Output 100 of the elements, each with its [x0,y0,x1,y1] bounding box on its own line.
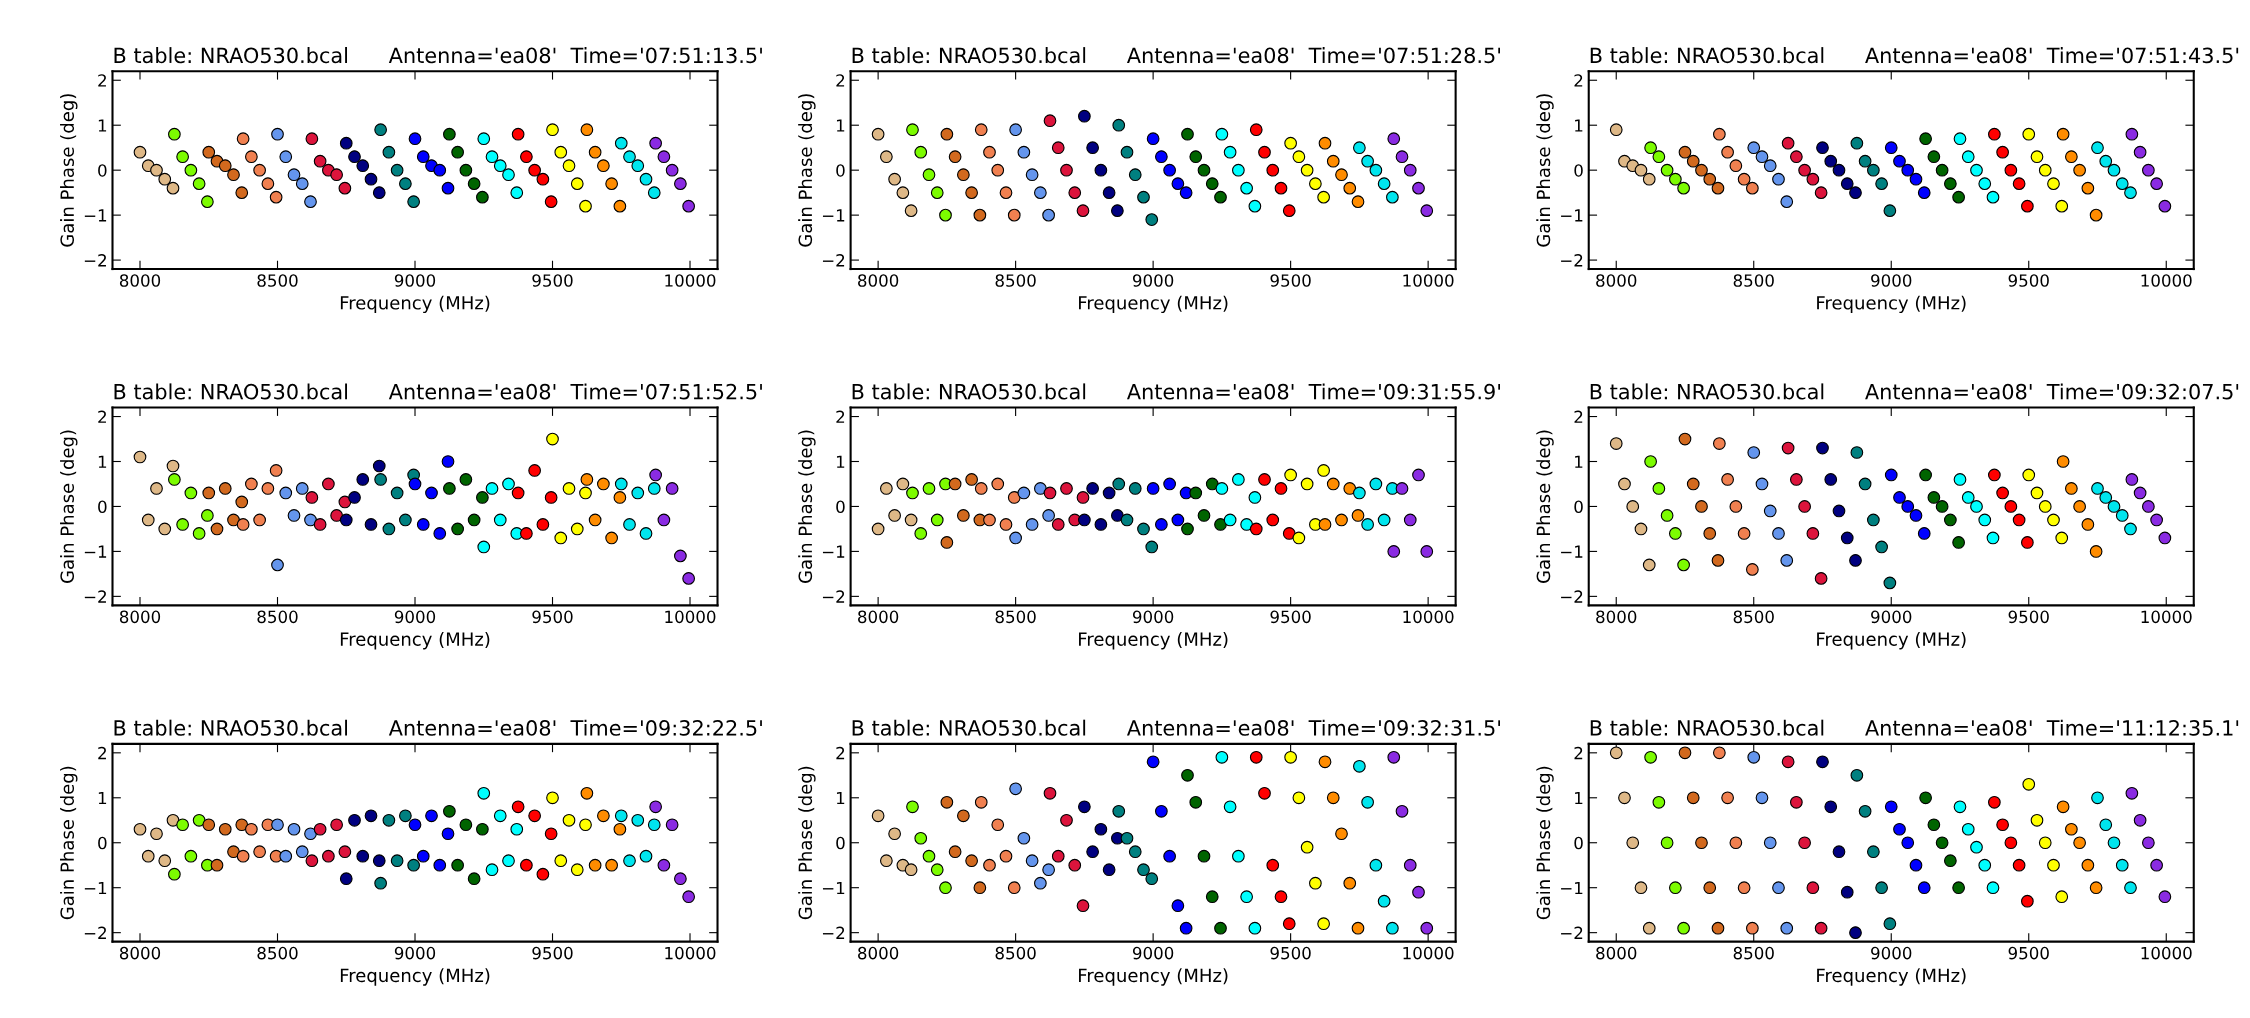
y-tick-label: 2 [836,74,845,87]
point [1652,150,1666,164]
point [1893,822,1906,836]
point [1076,491,1090,504]
point [1086,845,1099,859]
point [1944,854,1957,868]
point [1051,141,1065,155]
x-tick-label: 10000 [665,610,716,624]
point [570,522,584,536]
point [1386,921,1399,935]
x-tick-label: 9500 [2008,274,2049,287]
point [1025,518,1039,531]
x-tick-label: 9500 [2008,610,2049,624]
point [1403,858,1417,872]
point [1884,141,1898,155]
point [1017,831,1031,845]
point [2056,800,2070,814]
point [1952,190,1965,204]
point [1266,163,1280,177]
point [2099,818,2113,832]
point [235,186,249,200]
point [657,858,671,872]
x-tick-label: 8500 [257,610,298,624]
point [1747,446,1761,459]
point [192,813,206,827]
point [1258,473,1271,486]
point [544,491,558,504]
x-tick-label: 9000 [394,274,436,287]
y-axis-title: Gain Phase (deg) [1536,430,1554,583]
x-tick-label: 9000 [1871,274,1912,287]
point [1215,482,1229,495]
point [1274,181,1288,195]
point [657,513,671,527]
point [269,190,283,204]
point [1978,858,1992,872]
point [1051,518,1065,531]
point [1300,477,1314,491]
point [1317,917,1330,931]
point [1642,921,1656,935]
point [1197,849,1211,863]
point [443,804,456,818]
point [2056,455,2070,468]
point [166,459,180,473]
point [2142,163,2155,177]
point [2073,836,2086,850]
point [1060,482,1073,495]
point [1644,750,1657,764]
point [871,127,885,141]
point [1205,477,1219,491]
point [2158,199,2172,213]
point [639,849,653,863]
point [1737,527,1751,540]
point [1146,132,1160,146]
y-tick-label: −2 [1561,926,1583,939]
point [2124,522,2137,536]
point [356,849,370,863]
point [1952,536,1965,549]
point [914,527,928,540]
x-axis-title: Frequency (MHz) [1817,631,1966,650]
x-tick-label: 9000 [394,610,436,624]
point [1909,858,1923,872]
point [1644,455,1657,468]
point [948,150,962,164]
point [1814,572,1828,585]
point [1086,141,1099,155]
point [940,127,954,141]
point [2004,836,2018,850]
point [1128,482,1142,495]
point [2089,881,2103,895]
point [1789,473,1803,486]
point [201,509,214,522]
point [1395,482,1409,495]
point [1009,531,1022,545]
x-axis-title: Frequency (MHz) [1079,295,1228,314]
point [1076,899,1090,913]
point [493,159,507,173]
point [930,863,944,877]
chart-title: B table: NRAO530.bcal Antenna='ea08' Time='07:51:43.5' [1590,47,2239,64]
point [1343,876,1357,890]
point [1163,849,1176,863]
x-tick-label: 9500 [1270,610,1311,624]
x-tick-label: 9500 [2008,946,2049,960]
point [1171,899,1185,913]
point [253,845,266,859]
y-tick-label: 2 [836,746,845,760]
point [1094,163,1108,177]
point [1240,518,1253,531]
point [871,522,885,536]
point [2081,858,2095,872]
point [416,518,430,531]
point [682,890,696,904]
point [1317,464,1330,477]
point [201,195,214,209]
point [2047,513,2060,527]
point [570,863,584,877]
chart-title: B table: NRAO530.bcal Antenna='ea08' Time='07:51:13.5' [114,47,762,64]
point [1240,890,1253,904]
point [1893,491,1906,504]
point [459,818,473,832]
point [1729,500,1743,513]
